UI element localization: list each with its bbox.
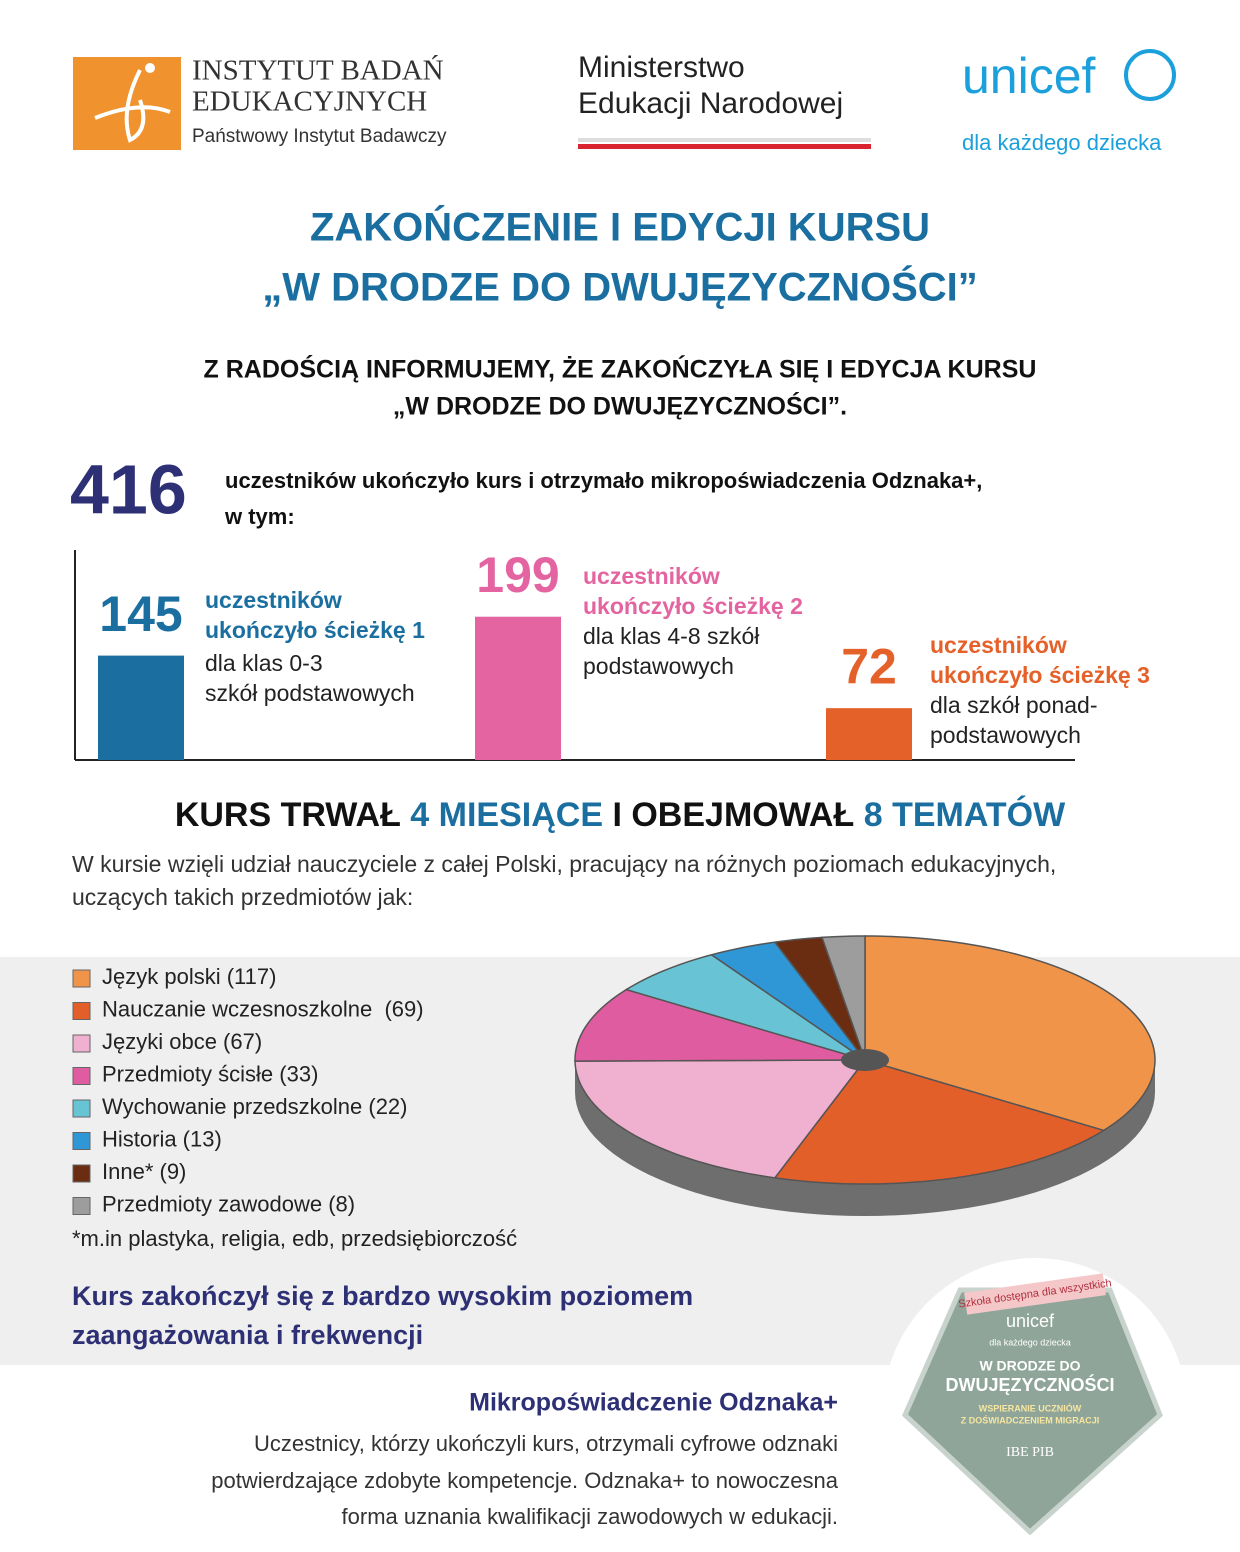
intro: uczących takich przedmiotów jak:: [72, 884, 413, 910]
pie-slice: [709, 941, 866, 1061]
legend-swatch: [72, 1099, 91, 1118]
legend-label: Wychowanie przedszkolne (22): [102, 1094, 408, 1119]
bar-label: uczestników: [583, 563, 720, 589]
bar-desc: dla klas 4-8 szkół: [583, 623, 759, 649]
legend-label: Historia (13): [102, 1126, 222, 1151]
title: „W DRODZE DO DWUJĘZYCZNOŚCI”: [262, 264, 978, 310]
ibe-subname: Państwowy Instytut Badawczy: [192, 126, 447, 147]
course-heading-part: 4 MIESIĄCE: [410, 796, 603, 834]
bar-label: uczestników: [930, 632, 1067, 658]
pie-slice: [773, 936, 866, 1061]
pie-hub: [841, 1049, 889, 1071]
course-heading: KURS TRWAŁ 4 MIESIĄCE I OBEJMOWAŁ 8 TEMA…: [175, 796, 1066, 834]
pie-note: *m.in plastyka, religia, edb, przedsiębi…: [72, 1226, 517, 1251]
legend-swatch: [72, 1067, 91, 1085]
engagement: Kurs zakończył się z bardzo wysokim pozi…: [72, 1281, 693, 1311]
subtitle: Z RADOŚCIĄ INFORMUJEMY, ŻE ZAKOŃCZYŁA SI…: [204, 354, 1037, 384]
pie-side: [575, 1060, 1155, 1216]
legend-swatch: [72, 969, 91, 988]
badge-subtitle: WSPIERANIE UCZNIÓW: [979, 1402, 1082, 1413]
badge-text: potwierdzające zdobyte kompetencje. Odzn…: [211, 1468, 839, 1493]
badge-title: W DRODZE DO: [979, 1358, 1080, 1374]
course-heading-part: 8 TEMATÓW: [864, 796, 1066, 834]
bar-desc: podstawowych: [930, 722, 1081, 748]
legend-swatch: [72, 1002, 91, 1020]
bar-label: ukończyło ścieżkę 1: [205, 617, 425, 643]
unicef-tagline: dla każdego dziecka: [962, 130, 1162, 155]
ibe-logo-mark: [94, 69, 171, 143]
total-text: uczestników ukończyło kurs i otrzymało m…: [225, 468, 982, 493]
ibe-name: EDUKACYJNYCH: [192, 86, 427, 118]
men-name: Ministerstwo: [578, 51, 745, 84]
bar-label: ukończyło ścieżkę 2: [583, 593, 803, 619]
bar-label: uczestników: [205, 587, 342, 613]
pie-slice: [820, 935, 866, 1061]
legend-swatch: [72, 1034, 91, 1053]
legend-label: Języki obce (67): [102, 1029, 262, 1054]
course-heading-part: KURS TRWAŁ: [175, 796, 401, 834]
badge-brand: unicef: [1006, 1311, 1055, 1331]
title: ZAKOŃCZENIE I EDYCJI KURSU: [310, 205, 930, 250]
intro: W kursie wzięli udział nauczyciele z cał…: [72, 851, 1056, 877]
badge-heading: Mikropoświadczenie Odznaka+: [469, 1389, 838, 1417]
legend-label: Inne* (9): [102, 1159, 186, 1184]
legend-label: Przedmioty ścisłe (33): [102, 1061, 318, 1086]
bar-value-label: 199: [476, 547, 559, 603]
unicef-logo: unicef: [962, 48, 1096, 104]
pie-chart: Język polski (117) Nauczanie wczesnoszkol…: [72, 935, 1156, 1251]
bar-desc: dla szkół ponad-: [930, 692, 1098, 718]
legend-swatch: [72, 1197, 91, 1215]
badge-subtitle: Z DOŚWIADCZENIEM MIGRACJI: [961, 1414, 1100, 1425]
pie-slice: [624, 953, 866, 1061]
bar: [98, 655, 184, 760]
pie-slice: [773, 1059, 1106, 1185]
men-name: Edukacji Narodowej: [578, 87, 843, 120]
bar-chart: 145 uczestników ukończyło ścieżkę 1 dla kla…: [98, 547, 1150, 760]
men-flag: [578, 144, 871, 149]
bar-value-label: 72: [841, 638, 897, 694]
badge-text: forma uznania kwalifikacji zawodowych w …: [342, 1504, 838, 1529]
legend-swatch: [72, 1132, 91, 1150]
bar-desc: szkół podstawowych: [205, 680, 415, 706]
ibe-logo-dot: [145, 63, 155, 73]
pie-slice: [864, 935, 1156, 1132]
bar-desc: podstawowych: [583, 653, 734, 679]
ibe-name: INSTYTUT BADAŃ: [192, 54, 444, 87]
pie-slice: [574, 1059, 867, 1179]
total-value: 416: [70, 450, 187, 528]
bar: [475, 616, 561, 760]
total-text: w tym:: [224, 504, 295, 529]
legend-label: Przedmioty zawodowe (8): [102, 1191, 355, 1216]
badge-text: Uczestnicy, którzy ukończyli kurs, otrzy…: [254, 1431, 838, 1456]
legend-swatch: [72, 1164, 91, 1183]
badge-org: IBE PIB: [1006, 1445, 1054, 1460]
engagement: zaangażowania i frekwencji: [72, 1320, 423, 1350]
badge-title: DWUJĘZYCZNOŚCI: [945, 1374, 1114, 1395]
unicef-emblem: [1124, 49, 1176, 101]
bar-value-label: 145: [99, 586, 182, 642]
bar: [826, 708, 912, 760]
subtitle: „W DRODZE DO DWUJĘZYCZNOŚCI”.: [393, 391, 847, 421]
course-heading-part: I OBEJMOWAŁ: [612, 796, 854, 834]
pie-slice: [574, 988, 866, 1062]
badge-ribbon: [964, 1273, 1106, 1315]
legend-label: Nauczanie wczesnoszkolne (69): [102, 996, 424, 1021]
men-flag: [578, 138, 871, 142]
bar-desc: dla klas 0-3: [205, 650, 323, 676]
legend-label: Język polski (117): [102, 964, 276, 989]
bar-label: ukończyło ścieżkę 3: [930, 662, 1150, 688]
badge-tagline: dla każdego dziecka: [989, 1337, 1071, 1347]
